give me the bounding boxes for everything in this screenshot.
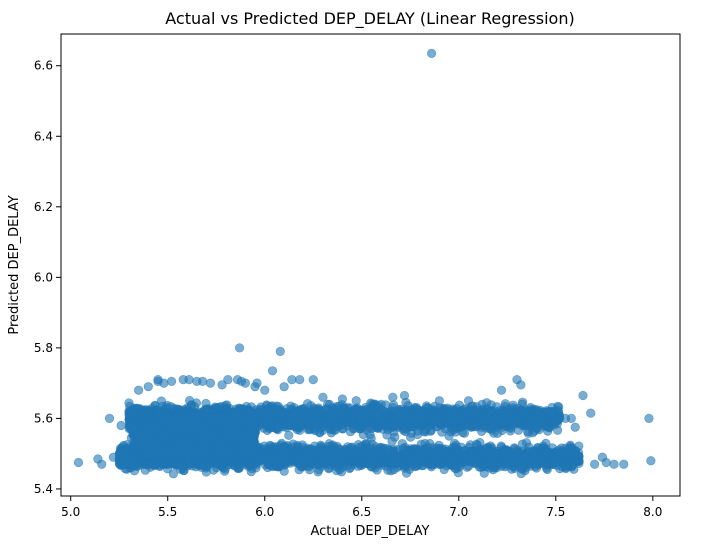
scatter-point (346, 416, 356, 426)
scatter-point (353, 408, 364, 418)
scatter-point (263, 413, 273, 423)
scatter-point (387, 436, 397, 447)
scatter-point (482, 410, 492, 420)
scatter-point (284, 430, 294, 440)
scatter-point (418, 405, 428, 416)
scatter-point (523, 428, 533, 438)
scatter-point (308, 411, 318, 421)
scatter-point (303, 399, 313, 409)
scatter-point (272, 410, 282, 420)
scatter-point (407, 412, 417, 422)
scatter-point (363, 405, 373, 415)
scatter-point (372, 422, 383, 432)
chart-title: Actual vs Predicted DEP_DELAY (Linear Re… (165, 9, 574, 29)
scatter-point (381, 407, 392, 417)
scatter-point (499, 412, 509, 422)
scatter-point (435, 411, 445, 421)
scatter-point (314, 405, 325, 415)
scatter-point (369, 412, 379, 422)
scatter-point (381, 421, 391, 432)
scatter-point (537, 419, 547, 429)
scatter-point (315, 428, 325, 438)
scatter-point (389, 420, 399, 430)
scatter-point (371, 442, 381, 452)
scatter-point (388, 400, 399, 410)
scatter-point (292, 412, 302, 422)
scatter-point (517, 421, 528, 431)
scatter-point (427, 418, 437, 429)
scatter-point (274, 422, 284, 432)
scatter-point (466, 414, 476, 424)
scatter-point (322, 399, 333, 409)
scatter-point (330, 425, 341, 435)
scatter-point (300, 413, 310, 423)
scatter-point (348, 424, 359, 434)
scatter-point (446, 412, 456, 422)
scatter-point (327, 411, 337, 421)
scatter-point (400, 426, 411, 437)
scatter-point (351, 396, 361, 406)
scatter-point (166, 402, 176, 412)
scatter-point (191, 398, 202, 408)
scatter-point (283, 414, 293, 424)
scatter-point (358, 422, 368, 432)
scatter-point (521, 438, 532, 448)
scatter-point (473, 444, 484, 455)
plot-area (73, 48, 656, 479)
scatter-point (216, 401, 226, 412)
